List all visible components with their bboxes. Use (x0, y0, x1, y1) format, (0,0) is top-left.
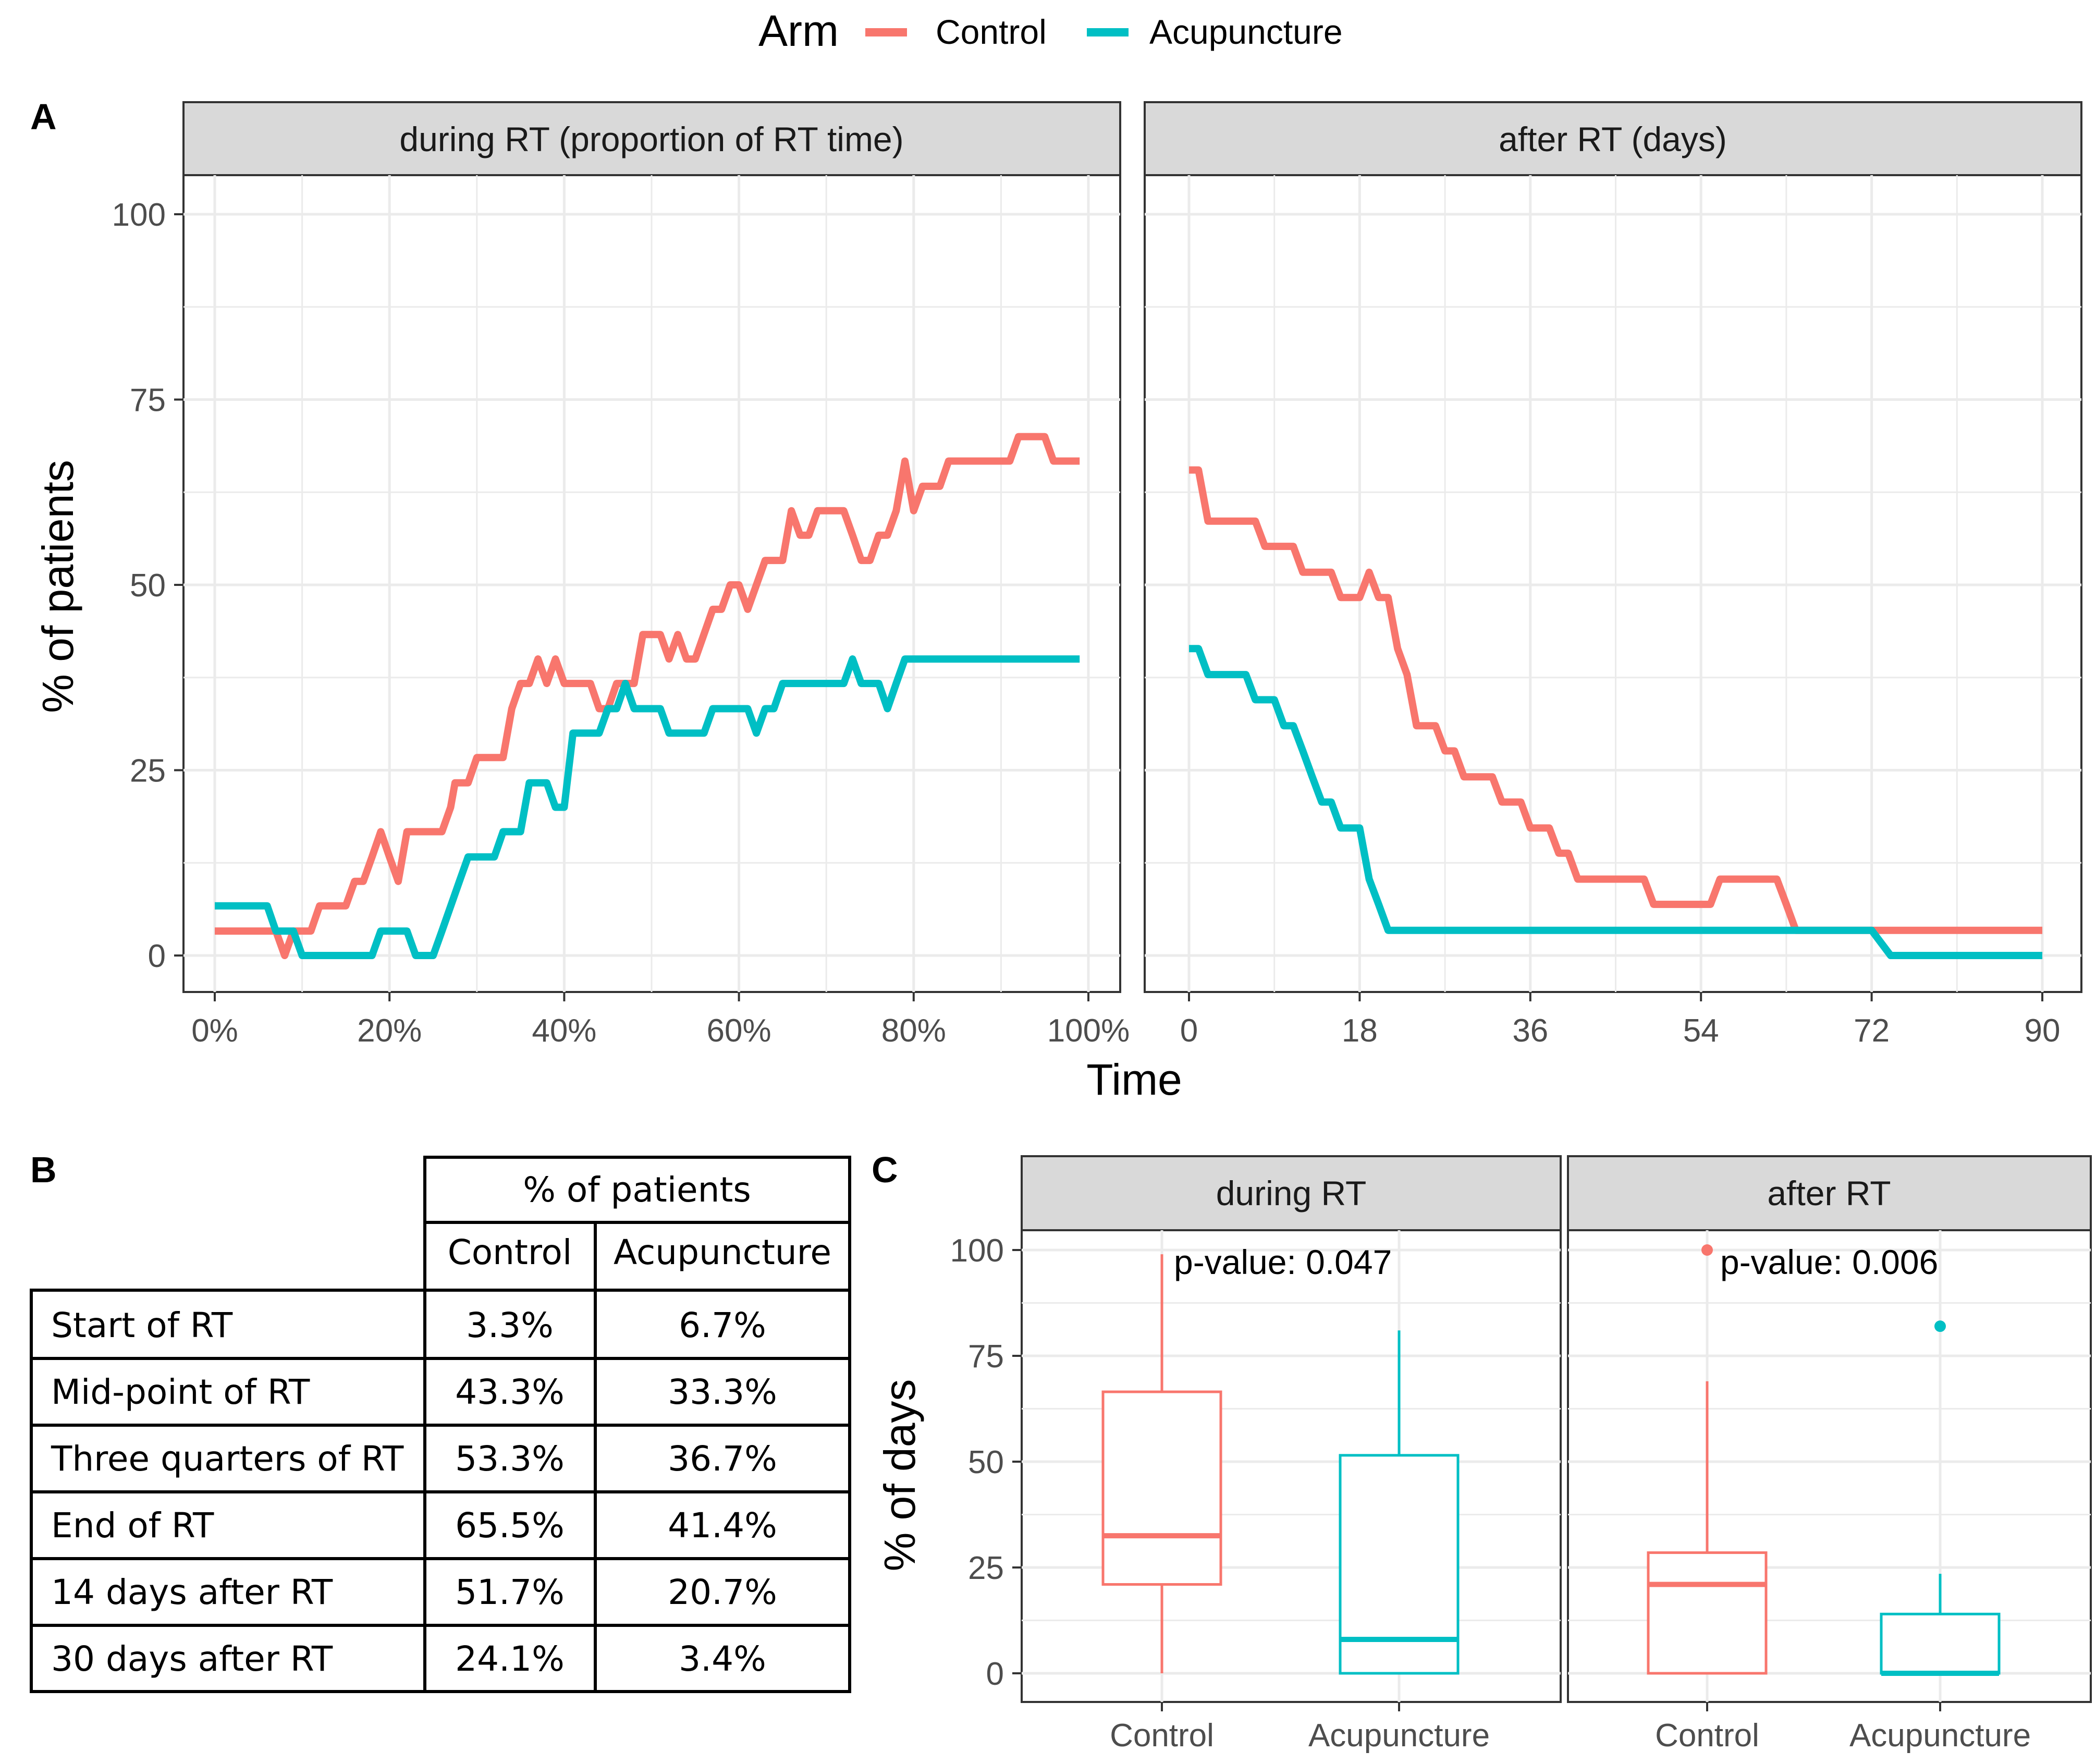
table-cell-acupuncture: 36.7% (668, 1439, 777, 1479)
y-tick-label: 50 (968, 1444, 1004, 1480)
table-cell-acupuncture: 3.4% (679, 1639, 766, 1679)
x-tick-label: Acupuncture (1849, 1718, 2031, 1754)
strip-bg-during-c (1021, 1155, 1562, 1231)
outlier-point (1701, 1244, 1713, 1256)
y-tick-label: 75 (968, 1339, 1004, 1375)
panel-label-a: A (30, 96, 57, 137)
x-tick-label: 80% (881, 1013, 946, 1049)
box-control (1101, 1254, 1222, 1673)
panel-label-b: B (30, 1149, 57, 1190)
y-tick-label: 0 (986, 1656, 1004, 1692)
x-tick-label: 54 (1683, 1013, 1719, 1049)
table-row-label: Mid-point of RT (51, 1372, 310, 1412)
table-cell-control: 24.1% (455, 1639, 565, 1679)
strip-label-during-c: during RT (1216, 1174, 1367, 1212)
y-tick-label: 25 (968, 1550, 1004, 1586)
x-tick-label: 90 (2025, 1013, 2061, 1049)
x-tick-label: 72 (1854, 1013, 1890, 1049)
plot-border-during-c (1021, 1229, 1562, 1703)
y-tick-label: 75 (130, 383, 166, 419)
strip-bg-after-c (1567, 1155, 2092, 1231)
table-col-header-acupuncture: Acupuncture (614, 1232, 831, 1272)
table-row-label: End of RT (51, 1505, 214, 1546)
box-iqr (1647, 1551, 1768, 1675)
x-tick-label: 40% (532, 1013, 596, 1049)
series-line-acupuncture (1189, 645, 2042, 959)
table-cell-control: 43.3% (455, 1372, 565, 1412)
box-acupuncture (1339, 1330, 1460, 1675)
y-tick-label: 50 (130, 568, 166, 604)
legend-label-control: Control (936, 13, 1047, 51)
table-cell-control: 51.7% (455, 1572, 565, 1612)
x-axis-title-a: Time (1086, 1055, 1182, 1104)
x-tick-label: 60% (707, 1013, 771, 1049)
panel-label-c: C (872, 1149, 898, 1190)
p-value-annotation: p-value: 0.047 (1174, 1243, 1392, 1281)
summary-table: % of patients Control Acupuncture Start … (30, 1156, 851, 1693)
table-cell-acupuncture: 41.4% (668, 1505, 777, 1546)
series-line-control (1189, 466, 2042, 934)
box-acupuncture (1880, 1320, 2001, 1676)
box-iqr (1101, 1390, 1222, 1586)
series-line-acupuncture (215, 655, 1080, 959)
table-cell-acupuncture: 20.7% (668, 1572, 777, 1612)
table-row-label: Start of RT (51, 1305, 233, 1345)
table-row-label: 14 days after RT (51, 1572, 333, 1612)
x-tick-label: 36 (1512, 1013, 1548, 1049)
x-tick-label: 18 (1342, 1013, 1378, 1049)
strip-bg-during (182, 101, 1121, 176)
p-value-annotation: p-value: 0.006 (1720, 1243, 1938, 1281)
series-line-control (215, 433, 1080, 959)
y-tick-label: 0 (148, 938, 166, 974)
table-cell-control: 65.5% (455, 1505, 565, 1546)
x-tick-label: 20% (357, 1013, 422, 1049)
box-control (1647, 1244, 1768, 1675)
legend-title: Arm (758, 6, 839, 55)
strip-label-after-c: after RT (1767, 1174, 1891, 1212)
table-group-header: % of patients (523, 1170, 751, 1210)
table-cell-acupuncture: 6.7% (679, 1305, 766, 1345)
x-tick-label: Control (1110, 1718, 1214, 1754)
table-cell-control: 3.3% (466, 1305, 554, 1345)
legend: Arm Control Acupuncture (758, 6, 1343, 55)
x-tick-label: 100% (1047, 1013, 1130, 1049)
table-row-label: Three quarters of RT (51, 1439, 404, 1479)
line-panel-during: during RT (proportion of RT time) 0 25 50 7… (112, 101, 1130, 1049)
table-cell-acupuncture: 33.3% (668, 1372, 777, 1412)
x-tick-label: Control (1655, 1718, 1759, 1754)
x-tick-label: Acupuncture (1308, 1718, 1490, 1754)
box-iqr (1880, 1612, 2001, 1675)
line-panel-after: after RT (days) 0 18 36 54 72 90 (1144, 101, 2082, 1049)
outlier-point (1934, 1320, 1946, 1332)
y-tick-label: 25 (130, 753, 166, 789)
y-tick-label: 100 (950, 1233, 1004, 1269)
table-col-header-control: Control (448, 1232, 572, 1272)
y-axis-title-a: % of patients (33, 460, 82, 713)
strip-bg-after (1144, 101, 2082, 176)
y-axis-title-c: % of days (875, 1379, 924, 1572)
strip-label-after: after RT (days) (1499, 120, 1727, 158)
plot-border-after-c (1567, 1229, 2092, 1703)
box-panel-after: after RT Control Acupuncture p-value: 0.0… (1567, 1155, 2092, 1754)
legend-label-acupuncture: Acupuncture (1149, 13, 1343, 51)
x-tick-label: 0% (191, 1013, 238, 1049)
strip-label-during: during RT (proportion of RT time) (399, 120, 903, 158)
table-row-label: 30 days after RT (51, 1639, 333, 1679)
table-cell-control: 53.3% (455, 1439, 565, 1479)
y-tick-label: 100 (112, 197, 166, 233)
x-tick-label: 0 (1180, 1013, 1198, 1049)
